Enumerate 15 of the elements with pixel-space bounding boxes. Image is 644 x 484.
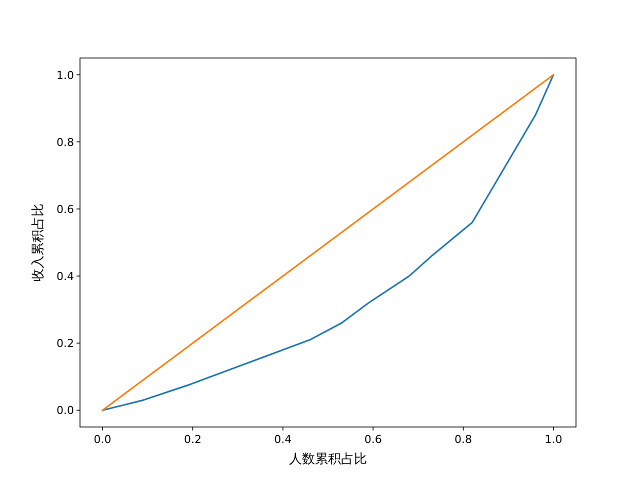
y-axis-title: 收入累积占比: [30, 204, 45, 282]
x-tick-label: 0.0: [94, 433, 112, 446]
y-tick-label: 0.8: [56, 136, 74, 149]
y-tick-label: 0.2: [56, 337, 74, 350]
x-tick-label: 0.6: [364, 433, 382, 446]
y-tick-label: 0.6: [56, 202, 74, 216]
x-tick-label: 0.4: [274, 433, 292, 446]
y-tick-label: 0.4: [56, 270, 74, 284]
y-tick-label: 0.0: [56, 404, 74, 418]
x-tick-label: 1.0: [544, 433, 562, 446]
x-tick-label: 0.8: [454, 433, 472, 446]
x-axis-title: 人数累积占比: [289, 451, 367, 466]
line-series: [102, 74, 554, 412]
x-tick-label: 0.2: [184, 433, 202, 446]
y-tick-label: 1.0: [56, 68, 74, 82]
